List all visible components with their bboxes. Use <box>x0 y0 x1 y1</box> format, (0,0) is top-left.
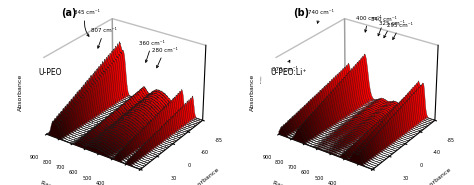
Y-axis label: Absorbance: Absorbance <box>188 166 221 185</box>
Text: Absorbance: Absorbance <box>250 74 255 111</box>
X-axis label: Raman Shift (cm⁻¹): Raman Shift (cm⁻¹) <box>40 180 99 185</box>
Text: 845 cm⁻¹: 845 cm⁻¹ <box>73 10 99 36</box>
Text: (b): (b) <box>293 8 310 18</box>
Text: 280 cm⁻¹: 280 cm⁻¹ <box>152 48 177 68</box>
Text: U-PEO:Li⁺: U-PEO:Li⁺ <box>270 68 307 77</box>
Text: U-PEO: U-PEO <box>38 68 62 77</box>
Text: Absorbance: Absorbance <box>18 74 23 111</box>
Text: 870 cm⁻¹: 870 cm⁻¹ <box>272 60 298 72</box>
Text: 740 cm⁻¹: 740 cm⁻¹ <box>308 10 333 23</box>
Text: 340 cm⁻¹: 340 cm⁻¹ <box>372 17 397 36</box>
Text: (a): (a) <box>61 8 77 18</box>
Y-axis label: Absorbance: Absorbance <box>420 166 453 185</box>
Text: 807 cm⁻¹: 807 cm⁻¹ <box>91 28 117 48</box>
Text: 295 cm⁻¹: 295 cm⁻¹ <box>387 23 413 40</box>
Text: 360 cm⁻¹: 360 cm⁻¹ <box>139 41 165 62</box>
X-axis label: Raman Shift (cm⁻¹): Raman Shift (cm⁻¹) <box>272 180 331 185</box>
Text: 325 cm⁻¹: 325 cm⁻¹ <box>379 21 404 38</box>
Text: 400 cm⁻¹: 400 cm⁻¹ <box>356 16 381 32</box>
